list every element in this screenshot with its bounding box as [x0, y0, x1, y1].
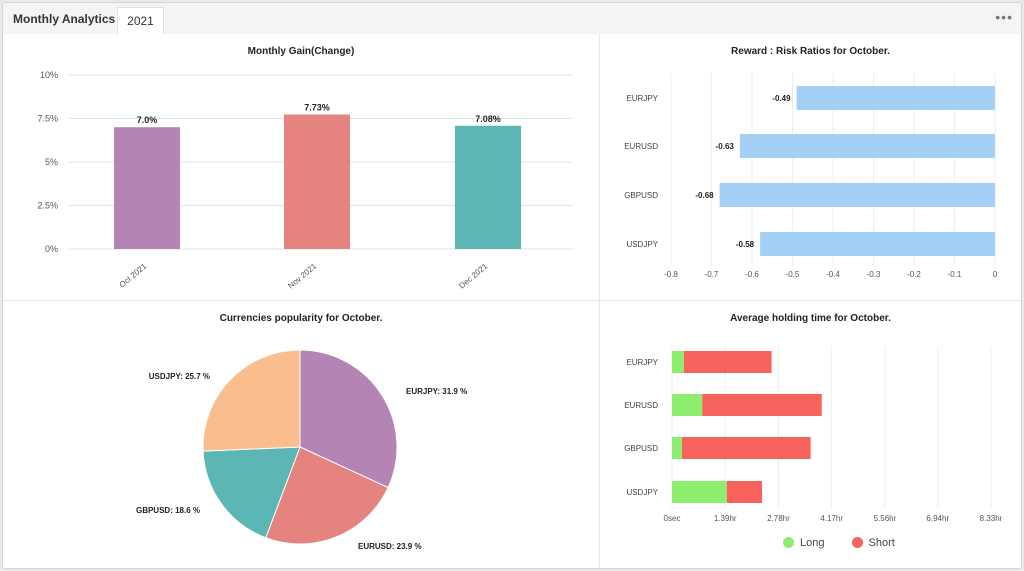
x-tick-label: -0.4 [826, 270, 840, 279]
slice-label: EURUSD: 23.9 % [358, 542, 422, 551]
bar [739, 134, 995, 158]
x-tick-label: Oct 2021 [118, 261, 149, 289]
panel-divider-vertical [599, 34, 600, 568]
y-tick-label: 7.5% [37, 114, 58, 124]
bar-segment [672, 437, 682, 459]
y-tick-label: EURUSD [624, 142, 658, 151]
x-tick-label: -0.6 [745, 270, 759, 279]
x-tick-label: -0.2 [907, 270, 921, 279]
x-tick-label: Nov 2021 [286, 261, 318, 290]
data-label: 7.73% [304, 102, 330, 112]
y-tick-label: USDJPY [626, 488, 658, 497]
slice-label: GBPUSD: 18.6 % [136, 506, 200, 515]
legend-item-long[interactable]: Long [783, 537, 824, 549]
bar-segment [672, 394, 703, 416]
pie-slice [265, 446, 389, 545]
y-tick-label: 10% [40, 70, 58, 80]
panel-holding-time: Average holding time for October. [600, 301, 1021, 568]
y-tick-label: EURJPY [626, 94, 658, 103]
x-tick-label: -0.1 [948, 270, 962, 279]
x-tick-label: 1.39hr [714, 514, 737, 523]
chart-title: Monthly Gain(Change) [247, 46, 355, 57]
data-label: -0.58 [736, 240, 755, 249]
y-tick-label: GBPUSD [624, 191, 658, 200]
legend-label: Short [868, 537, 895, 549]
y-tick-label: EURUSD [624, 401, 658, 410]
data-label: -0.63 [716, 142, 735, 151]
bar-segment [702, 394, 822, 416]
slice-label: USDJPY: 25.7 % [149, 372, 210, 381]
x-tick-label: 5.56hr [874, 514, 897, 523]
chart-title: Currencies popularity for October. [219, 313, 383, 324]
pie-slice [299, 349, 398, 489]
x-tick-label: 0 [993, 270, 998, 279]
y-tick-label: 5% [45, 157, 58, 167]
data-label: -0.49 [772, 94, 791, 103]
x-tick-label: 6.94hr [926, 514, 949, 523]
more-options-icon[interactable]: ••• [995, 9, 1013, 25]
x-tick-label: -0.3 [867, 270, 881, 279]
x-tick-label: -0.7 [705, 270, 719, 279]
legend-label: Long [800, 537, 825, 549]
legend-marker [783, 537, 794, 548]
charts-canvas: 0% 2.5% 5% 7.5% 10% 7.0% Oct 2021 7.73% Nov 2021… [37, 70, 1003, 551]
x-tick-label: 0sec [664, 514, 681, 523]
bar [760, 232, 995, 256]
pie-slice [202, 349, 301, 452]
y-tick-label: EURJPY [626, 358, 658, 367]
bar [284, 114, 350, 249]
y-tick-label: 0% [45, 244, 58, 254]
bar [719, 183, 995, 207]
panel-divider-horizontal [3, 300, 1021, 301]
bar [796, 86, 995, 110]
y-tick-label: GBPUSD [624, 444, 658, 453]
bar-segment [672, 351, 684, 373]
bar-segment [672, 481, 727, 503]
page-title: Monthly Analytics [13, 12, 116, 26]
x-tick-label: Dec 2021 [457, 261, 489, 290]
bar-segment [681, 437, 811, 459]
bar [455, 125, 521, 249]
y-tick-label: 2.5% [37, 201, 58, 211]
chart-legend: Long Short [783, 537, 919, 549]
top-bar: Monthly Analytics 2021 ••• [3, 3, 1021, 35]
pie-slice [202, 446, 301, 539]
legend-marker [851, 537, 863, 548]
x-tick-label: -0.8 [664, 270, 678, 279]
chart-title: Reward : Risk Ratios for October. [731, 46, 890, 57]
data-label: 7.08% [475, 114, 501, 124]
data-label: 7.0% [137, 115, 158, 125]
data-label: -0.68 [695, 191, 714, 200]
bar [114, 127, 180, 249]
slice-label: EURJPY: 31.9 % [406, 387, 467, 396]
x-tick-label: 8.33hr [980, 514, 1003, 523]
x-tick-label: -0.5 [786, 270, 800, 279]
legend-item-short[interactable]: Short [851, 537, 895, 549]
chart-title: Average holding time for October. [730, 313, 891, 324]
y-tick-label: USDJPY [626, 240, 658, 249]
x-tick-label: 2.78hr [767, 514, 790, 523]
tab-2021[interactable]: 2021 [117, 7, 164, 34]
bar-segment [726, 481, 762, 503]
bar-segment [683, 351, 772, 373]
x-tick-label: 4.17hr [820, 514, 843, 523]
